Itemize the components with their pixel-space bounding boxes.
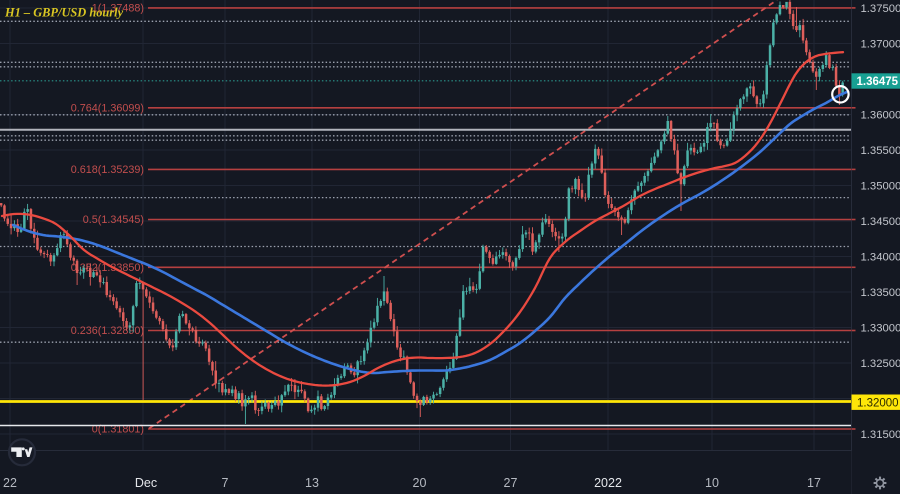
svg-text:13: 13 — [305, 476, 319, 490]
svg-text:1.34000: 1.34000 — [861, 252, 900, 264]
svg-text:1.37500: 1.37500 — [861, 3, 900, 15]
svg-text:1.34500: 1.34500 — [861, 216, 900, 228]
svg-text:0.764(1.36099): 0.764(1.36099) — [71, 102, 144, 114]
svg-text:7: 7 — [222, 476, 229, 490]
svg-text:17: 17 — [807, 476, 821, 490]
svg-text:10: 10 — [705, 476, 719, 490]
svg-text:1.32000: 1.32000 — [857, 397, 899, 409]
svg-text:1.35500: 1.35500 — [861, 145, 900, 157]
svg-text:1.33000: 1.33000 — [861, 323, 900, 335]
svg-text:1.31500: 1.31500 — [861, 429, 900, 441]
svg-text:27: 27 — [504, 476, 518, 490]
svg-text:Dec: Dec — [135, 476, 157, 490]
svg-text:0.236(1.32890): 0.236(1.32890) — [71, 325, 144, 337]
svg-text:2022: 2022 — [594, 476, 622, 490]
svg-text:1.35000: 1.35000 — [861, 181, 900, 193]
svg-text:0.618(1.35239): 0.618(1.35239) — [71, 164, 144, 176]
svg-text:22: 22 — [3, 476, 17, 490]
svg-text:H1 – GBP/USD hourly: H1 – GBP/USD hourly — [4, 6, 124, 20]
svg-text:20: 20 — [413, 476, 427, 490]
svg-text:1.32500: 1.32500 — [861, 358, 900, 370]
svg-text:1.33500: 1.33500 — [861, 287, 900, 299]
svg-text:1.36000: 1.36000 — [861, 110, 900, 122]
svg-text:0(1.31801): 0(1.31801) — [92, 424, 144, 436]
svg-text:1(1.37488): 1(1.37488) — [92, 3, 144, 15]
svg-text:0.5(1.34545): 0.5(1.34545) — [83, 214, 144, 226]
svg-text:1.36475: 1.36475 — [857, 76, 899, 88]
svg-text:1.37000: 1.37000 — [861, 39, 900, 51]
